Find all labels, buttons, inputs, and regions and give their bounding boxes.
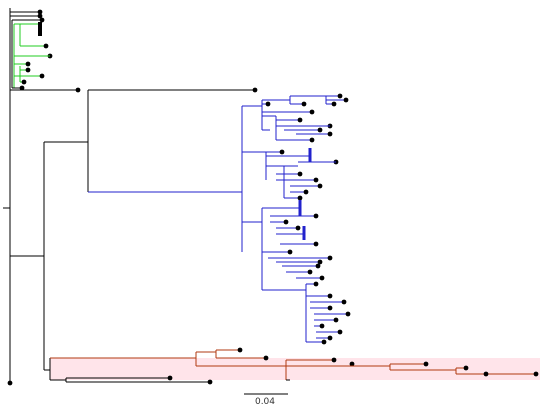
tip-node — [297, 195, 303, 201]
tip-node — [263, 355, 269, 361]
tip-node — [333, 317, 339, 323]
tip-node — [327, 305, 333, 311]
tip-node — [313, 241, 319, 247]
tip-node — [37, 13, 43, 19]
tip-node — [207, 379, 213, 385]
tip-node — [331, 357, 337, 363]
tip-node — [313, 213, 319, 219]
tip-node — [19, 85, 25, 91]
tip-node — [483, 371, 489, 377]
tip-node — [313, 281, 319, 287]
tip-node — [343, 97, 349, 103]
tip-node — [25, 61, 31, 67]
tip-node — [237, 347, 243, 353]
tip-node — [39, 17, 45, 23]
tip-node — [309, 137, 315, 143]
tip-node — [533, 371, 539, 377]
tip-node — [307, 269, 313, 275]
tip-node — [283, 219, 289, 225]
tip-node — [341, 299, 347, 305]
tip-node — [319, 323, 325, 329]
tip-node — [327, 293, 333, 299]
tip-node — [167, 375, 173, 381]
tip-node — [337, 93, 343, 99]
tip-node — [279, 149, 285, 155]
tip-node — [327, 255, 333, 261]
tip-node — [265, 101, 271, 107]
tip-node — [321, 339, 327, 345]
tip-node — [43, 43, 49, 49]
tip-node — [313, 177, 319, 183]
tip-node — [317, 259, 323, 265]
tip-node — [331, 101, 337, 107]
tip-node — [319, 275, 325, 281]
tip-node — [7, 380, 13, 386]
tip-node — [75, 87, 81, 93]
tip-node — [423, 361, 429, 367]
tip-node — [317, 183, 323, 189]
tip-node — [345, 311, 351, 317]
tip-node — [463, 365, 469, 371]
tip-node — [295, 225, 301, 231]
tip-node — [303, 189, 309, 195]
tip-node — [309, 109, 315, 115]
tip-node — [337, 329, 343, 335]
tip-node — [317, 127, 323, 133]
scale-bar-label: 0.04 — [254, 397, 276, 407]
tip-node — [349, 361, 355, 367]
tip-node — [327, 131, 333, 137]
tip-node — [39, 73, 45, 79]
tip-node — [252, 87, 258, 93]
tip-node — [287, 249, 293, 255]
tip-node — [301, 101, 307, 107]
tip-node — [25, 67, 31, 73]
tip-node — [315, 263, 321, 269]
tip-node — [297, 171, 303, 177]
tip-node — [327, 335, 333, 341]
tip-node — [297, 117, 303, 123]
tip-node — [21, 79, 27, 85]
